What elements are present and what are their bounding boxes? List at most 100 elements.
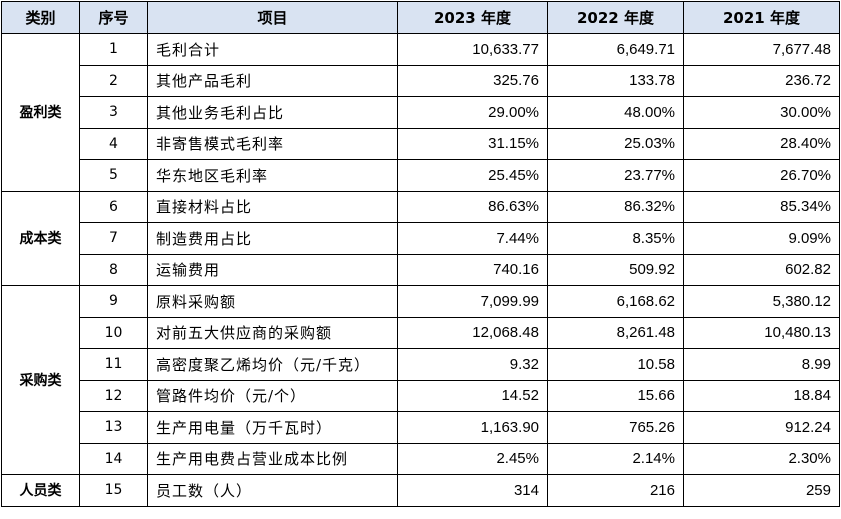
value-2022: 6,168.62 — [547, 285, 684, 318]
row-number: 15 — [79, 474, 148, 507]
value-2022: 86.32% — [547, 190, 684, 223]
value-2023: 314 — [397, 474, 548, 507]
row-number: 5 — [79, 159, 148, 192]
value-2022: 48.00% — [547, 96, 684, 129]
value-2021: 912.24 — [683, 411, 840, 444]
row-number: 14 — [79, 442, 148, 475]
indicator-table: 类别 序号 项目 2023 年度 2022 年度 2021 年度 盈利类 1 毛… — [1, 1, 840, 507]
table-row: 4 非寄售模式毛利率 31.15% 25.03% 28.40% — [2, 127, 840, 160]
category-cell: 成本类 — [1, 190, 80, 286]
table-row: 10 对前五大供应商的采购额 12,068.48 8,261.48 10,480… — [2, 316, 840, 349]
value-2023: 14.52 — [397, 379, 548, 412]
item-label: 华东地区毛利率 — [147, 159, 398, 192]
header-2022: 2022 年度 — [547, 1, 684, 34]
value-2022: 216 — [547, 474, 684, 507]
item-label: 直接材料占比 — [147, 190, 398, 223]
value-2021: 26.70% — [683, 159, 840, 192]
value-2021: 30.00% — [683, 96, 840, 129]
value-2023: 25.45% — [397, 159, 548, 192]
item-label: 其他业务毛利占比 — [147, 96, 398, 129]
value-2021: 2.30% — [683, 442, 840, 475]
table-row: 成本类 6 直接材料占比 86.63% 86.32% 85.34% — [1, 190, 840, 286]
value-2023: 2.45% — [397, 442, 548, 475]
item-label: 生产用电费占营业成本比例 — [147, 442, 398, 475]
value-2023: 10,633.77 — [397, 33, 548, 66]
value-2021: 18.84 — [683, 379, 840, 412]
value-2023: 7,099.99 — [397, 285, 548, 318]
table-row: 14 生产用电费占营业成本比例 2.45% 2.14% 2.30% — [2, 442, 840, 475]
item-label: 员工数（人） — [147, 474, 398, 507]
value-2022: 2.14% — [547, 442, 684, 475]
table-row: 5 华东地区毛利率 25.45% 23.77% 26.70% — [2, 159, 840, 192]
value-2021: 236.72 — [683, 64, 840, 97]
header-2021: 2021 年度 — [683, 1, 840, 34]
row-number: 11 — [79, 348, 148, 381]
header-category: 类别 — [1, 1, 80, 34]
value-2023: 325.76 — [397, 64, 548, 97]
value-2022: 8.35% — [547, 222, 684, 255]
value-2022: 133.78 — [547, 64, 684, 97]
item-label: 制造费用占比 — [147, 222, 398, 255]
value-2021: 7,677.48 — [683, 33, 840, 66]
value-2022: 25.03% — [547, 127, 684, 160]
item-label: 其他产品毛利 — [147, 64, 398, 97]
value-2021: 259 — [683, 474, 840, 507]
item-label: 对前五大供应商的采购额 — [147, 316, 398, 349]
table-row: 8 运输费用 740.16 509.92 602.82 — [2, 253, 840, 286]
row-number: 8 — [79, 253, 148, 286]
table-row: 盈利类 1 毛利合计 10,633.77 6,649.71 7,677.48 — [1, 33, 840, 192]
category-cell: 盈利类 — [1, 33, 80, 192]
value-2022: 10.58 — [547, 348, 684, 381]
header-no: 序号 — [79, 1, 148, 34]
item-label: 毛利合计 — [147, 33, 398, 66]
category-cell: 人员类 — [1, 474, 80, 507]
row-number: 2 — [79, 64, 148, 97]
table-body: 盈利类 1 毛利合计 10,633.77 6,649.71 7,677.48 2… — [1, 33, 840, 507]
value-2023: 29.00% — [397, 96, 548, 129]
table-row: 11 高密度聚乙烯均价（元/千克） 9.32 10.58 8.99 — [2, 348, 840, 381]
value-2022: 765.26 — [547, 411, 684, 444]
value-2022: 6,649.71 — [547, 33, 684, 66]
row-number: 10 — [79, 316, 148, 349]
value-2023: 12,068.48 — [397, 316, 548, 349]
table-row: 12 管路件均价（元/个） 14.52 15.66 18.84 — [2, 379, 840, 412]
table-row: 2 其他产品毛利 325.76 133.78 236.72 — [2, 64, 840, 97]
item-label: 管路件均价（元/个） — [147, 379, 398, 412]
table-row: 13 生产用电量（万千瓦时） 1,163.90 765.26 912.24 — [2, 411, 840, 444]
row-number: 9 — [79, 285, 148, 318]
row-number: 1 — [79, 33, 148, 66]
value-2023: 31.15% — [397, 127, 548, 160]
value-2021: 602.82 — [683, 253, 840, 286]
value-2022: 509.92 — [547, 253, 684, 286]
value-2022: 8,261.48 — [547, 316, 684, 349]
item-label: 非寄售模式毛利率 — [147, 127, 398, 160]
value-2021: 9.09% — [683, 222, 840, 255]
value-2021: 28.40% — [683, 127, 840, 160]
value-2023: 1,163.90 — [397, 411, 548, 444]
value-2021: 5,380.12 — [683, 285, 840, 318]
row-number: 6 — [79, 190, 148, 223]
table-row: 7 制造费用占比 7.44% 8.35% 9.09% — [2, 222, 840, 255]
value-2023: 86.63% — [397, 190, 548, 223]
header-item: 项目 — [147, 1, 398, 34]
row-number: 4 — [79, 127, 148, 160]
header-2023: 2023 年度 — [397, 1, 548, 34]
value-2023: 7.44% — [397, 222, 548, 255]
row-number: 13 — [79, 411, 148, 444]
item-label: 高密度聚乙烯均价（元/千克） — [147, 348, 398, 381]
row-number: 12 — [79, 379, 148, 412]
category-cell: 采购类 — [1, 285, 80, 475]
item-label: 生产用电量（万千瓦时） — [147, 411, 398, 444]
table-row: 3 其他业务毛利占比 29.00% 48.00% 30.00% — [2, 96, 840, 129]
value-2021: 8.99 — [683, 348, 840, 381]
table-header: 类别 序号 项目 2023 年度 2022 年度 2021 年度 — [1, 1, 840, 34]
value-2022: 15.66 — [547, 379, 684, 412]
item-label: 运输费用 — [147, 253, 398, 286]
table-row: 人员类 15 员工数（人） 314 216 259 — [1, 474, 840, 507]
row-number: 3 — [79, 96, 148, 129]
value-2021: 85.34% — [683, 190, 840, 223]
value-2021: 10,480.13 — [683, 316, 840, 349]
row-number: 7 — [79, 222, 148, 255]
item-label: 原料采购额 — [147, 285, 398, 318]
table-row: 采购类 9 原料采购额 7,099.99 6,168.62 5,380.12 — [1, 285, 840, 475]
